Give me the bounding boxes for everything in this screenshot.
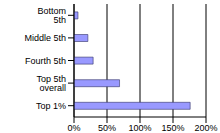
- svg-text:50%: 50%: [98, 123, 116, 133]
- svg-text:Top 5thoverall: Top 5thoverall: [36, 74, 66, 93]
- svg-text:0%: 0%: [67, 123, 80, 133]
- svg-text:Bottom5th: Bottom5th: [37, 6, 66, 25]
- svg-text:150%: 150%: [161, 123, 184, 133]
- svg-text:200%: 200%: [194, 123, 212, 133]
- svg-text:Top 1%: Top 1%: [36, 101, 66, 111]
- svg-text:100%: 100%: [128, 123, 151, 133]
- svg-text:Fourth 5th: Fourth 5th: [25, 56, 66, 66]
- svg-text:Middle 5th: Middle 5th: [24, 33, 66, 43]
